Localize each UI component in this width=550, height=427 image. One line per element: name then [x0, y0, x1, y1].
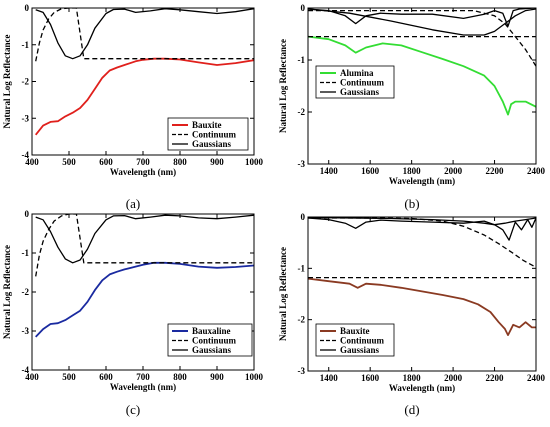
y-tick-label: -2	[298, 315, 306, 325]
legend-label: Alumina	[340, 68, 374, 78]
legend-label: Continuum	[340, 336, 385, 346]
x-tick-label: 600	[99, 157, 113, 167]
x-tick-label: 2200	[486, 166, 505, 176]
y-axis-label: Natural Log Reflectance	[278, 39, 288, 133]
x-tick-label: 900	[210, 372, 224, 382]
plot-frame	[307, 216, 537, 372]
y-tick-label: -1	[22, 40, 30, 50]
series-line	[308, 35, 536, 116]
x-tick-label: 900	[210, 157, 224, 167]
y-tick-label: -3	[298, 366, 306, 376]
x-tick-label: 1400	[320, 166, 339, 176]
panel-caption: (d)	[404, 402, 419, 417]
x-axis-label: Wavelength (nm)	[110, 382, 176, 392]
x-axis-label: Wavelength (nm)	[110, 167, 176, 177]
series-line	[34, 57, 254, 136]
x-tick-label: 2000	[444, 166, 463, 176]
y-tick-label: 0	[301, 3, 306, 13]
y-axis-label: Natural Log Reflectance	[2, 245, 12, 339]
series-line	[35, 214, 254, 277]
series-line	[308, 217, 536, 241]
x-tick-label: 1800	[403, 166, 422, 176]
series-line	[35, 8, 254, 60]
x-tick-label: 1600	[361, 373, 380, 383]
x-tick-label: 2400	[527, 373, 546, 383]
legend-label: Bauxaline	[192, 326, 231, 336]
y-tick-label: -3	[22, 113, 30, 123]
x-tick-label: 2200	[486, 373, 505, 383]
y-tick-label: -1	[298, 55, 306, 65]
x-tick-label: 800	[173, 372, 187, 382]
y-tick-label: -2	[22, 287, 30, 297]
y-tick-label: -1	[22, 248, 30, 258]
x-tick-label: 400	[25, 372, 39, 382]
x-tick-label: 1000	[245, 157, 264, 167]
series-line	[35, 214, 254, 264]
series-line	[308, 8, 536, 36]
legend-label: Continuum	[192, 130, 237, 140]
series-line	[308, 277, 536, 337]
y-tick-label: -4	[22, 150, 30, 160]
y-tick-label: -4	[22, 365, 30, 375]
x-axis-label: Wavelength (nm)	[389, 383, 455, 393]
y-tick-label: -1	[298, 263, 306, 273]
x-tick-label: 500	[62, 372, 76, 382]
series-group	[35, 214, 254, 338]
y-tick-label: 0	[301, 212, 306, 222]
y-tick-label: 0	[25, 3, 30, 13]
x-axis-label: Wavelength (nm)	[389, 176, 455, 186]
x-tick-label: 1600	[361, 166, 380, 176]
panel-caption: (a)	[126, 196, 140, 211]
y-tick-label: -3	[298, 159, 306, 169]
legend-label: Bauxite	[192, 120, 222, 130]
legend-label: Bauxite	[340, 326, 370, 336]
x-tick-label: 400	[25, 157, 39, 167]
series-line	[308, 9, 536, 67]
y-tick-label: -3	[22, 326, 30, 336]
x-tick-label: 700	[136, 372, 150, 382]
legend-label: Gaussians	[192, 345, 232, 355]
legend-label: Gaussians	[340, 87, 380, 97]
series-line	[35, 261, 254, 338]
legend-label: Continuum	[192, 336, 237, 346]
x-tick-label: 600	[99, 372, 113, 382]
plot-frame	[307, 7, 537, 165]
series-group	[34, 8, 254, 136]
x-tick-label: 500	[62, 157, 76, 167]
series-line	[308, 217, 536, 268]
x-tick-label: 1000	[245, 372, 264, 382]
series-group	[308, 217, 536, 337]
x-tick-label: 1400	[320, 373, 339, 383]
y-tick-label: -2	[298, 107, 306, 117]
y-axis-label: Natural Log Reflectance	[278, 247, 288, 341]
panel-caption: (c)	[126, 402, 140, 417]
legend-label: Gaussians	[192, 139, 232, 149]
y-axis-label: Natural Log Reflectance	[2, 35, 12, 129]
legend-label: Gaussians	[340, 345, 380, 355]
chart-panel: 1400 1600 1800 2000 2200 2400 -3 -2 -1 0 Wavelengt…	[278, 3, 546, 211]
x-tick-label: 1800	[403, 373, 422, 383]
series-group	[308, 8, 536, 116]
chart-panel: 400 500 600 700 800 900 1000 -4 -3 -2 -1 0 Wavelengt…	[2, 3, 264, 211]
x-tick-label: 2400	[527, 166, 546, 176]
chart-panel: 1400 1600 1800 2000 2200 2400 -3 -2 -1 0 Wavelengt…	[278, 212, 546, 417]
panel-caption: (b)	[404, 196, 419, 211]
legend-label: Continuum	[340, 78, 385, 88]
y-tick-label: 0	[25, 209, 30, 219]
y-tick-label: -2	[22, 77, 30, 87]
x-tick-label: 2000	[444, 373, 463, 383]
series-line	[308, 217, 536, 226]
series-line	[308, 8, 536, 27]
series-line	[35, 8, 254, 62]
chart-panel: 400 500 600 700 800 900 1000 -4 -3 -2 -1 0 Wavelengt…	[2, 209, 264, 417]
x-tick-label: 800	[173, 157, 187, 167]
x-tick-label: 700	[136, 157, 150, 167]
